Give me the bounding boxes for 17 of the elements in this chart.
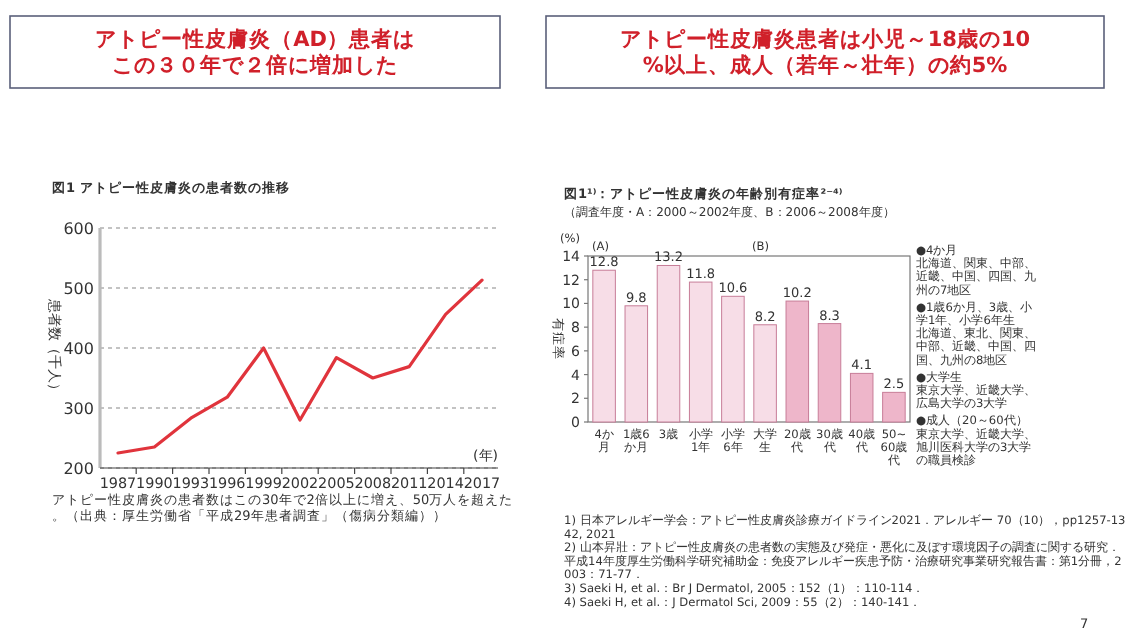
bar [721, 295, 745, 423]
bar [817, 323, 842, 423]
chart-title: アトピー性皮膚炎（AD）患者はこの３０年で２倍に増加した [95, 26, 415, 78]
bar [785, 300, 810, 423]
y-tick-label: 600 [63, 220, 94, 238]
bar [624, 305, 649, 423]
chart-title: アトピー性皮膚炎患者は小児～18歳の10%以上、成人（若年～壮年）の約5% [619, 26, 1031, 78]
y-tick-label: 400 [63, 340, 94, 358]
bar [688, 281, 713, 423]
bar [753, 324, 777, 423]
bar [882, 391, 906, 423]
y-tick-label: 200 [63, 460, 94, 478]
y-tick-label: 300 [63, 400, 94, 418]
y-tick-label: 500 [63, 280, 94, 298]
bar [656, 264, 681, 423]
bar [849, 372, 874, 423]
bar [592, 269, 616, 423]
